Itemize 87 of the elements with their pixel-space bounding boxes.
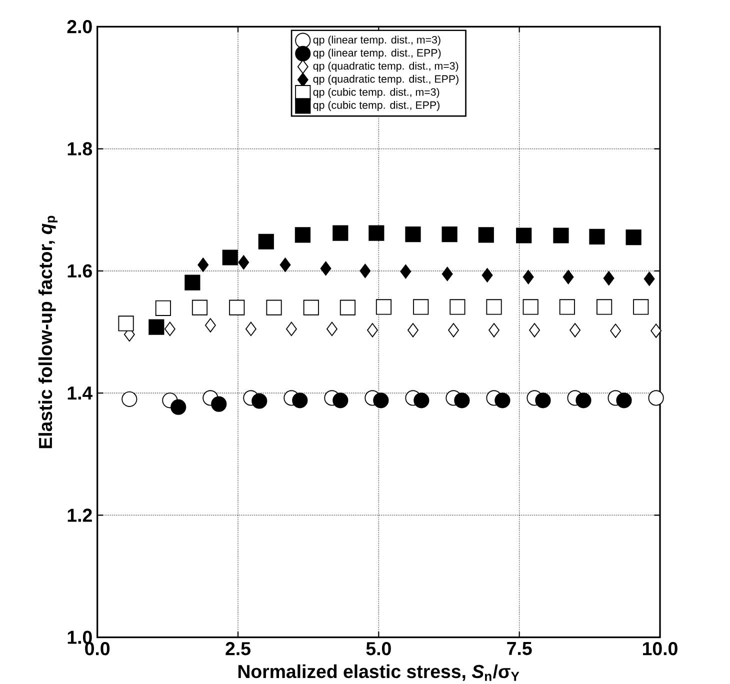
point [286, 322, 297, 336]
point [454, 392, 470, 408]
point [122, 391, 138, 407]
point [148, 319, 164, 335]
point [252, 393, 268, 409]
point [238, 255, 250, 270]
point [373, 392, 389, 408]
point [442, 266, 453, 282]
legend-label: qp (cubic temp. dist., m=3) [313, 88, 440, 98]
point [204, 318, 216, 332]
point [626, 230, 642, 246]
point [603, 271, 614, 286]
point [326, 322, 338, 336]
point [522, 270, 534, 284]
point [258, 234, 274, 250]
point [229, 300, 245, 316]
point [478, 227, 494, 243]
point [292, 392, 308, 408]
point [155, 300, 171, 316]
legend-label: qp (linear temp. dist., EPP) [313, 48, 441, 59]
point [170, 399, 186, 415]
point [376, 299, 392, 315]
point [648, 390, 664, 406]
point [413, 299, 429, 315]
y-tick-label: 1.8 [68, 142, 92, 156]
point [494, 392, 510, 408]
point [562, 270, 574, 284]
point [650, 324, 662, 338]
point [596, 299, 612, 315]
point [320, 261, 332, 276]
point [516, 228, 532, 244]
point [633, 299, 649, 315]
point [198, 258, 209, 272]
y-tick-label: 2.0 [67, 20, 92, 34]
point [488, 323, 500, 338]
point [303, 300, 319, 316]
x-tick-label: 2.5 [226, 642, 250, 656]
point [486, 299, 502, 315]
point [529, 323, 540, 338]
point [553, 228, 569, 244]
y-axis-title: Elastic follow-up factor, q$_{p}$ [38, 216, 58, 448]
y-tick-label: 1.0 [68, 630, 92, 644]
point [450, 299, 466, 315]
point [570, 323, 581, 338]
x-tick-label: 0.0 [85, 642, 110, 656]
point [414, 392, 430, 408]
legend-label: qp (linear temp. dist., m=3) [313, 36, 440, 46]
point [535, 392, 551, 408]
point [211, 396, 227, 412]
point [368, 225, 384, 241]
x-tick-label: 10.0 [643, 642, 678, 656]
point [482, 268, 493, 282]
point [340, 300, 356, 316]
point [332, 392, 348, 408]
point [164, 322, 176, 336]
point [266, 300, 282, 316]
point [442, 226, 458, 242]
point [184, 274, 200, 290]
point [448, 323, 459, 338]
point [559, 299, 575, 315]
point [294, 227, 311, 243]
point [405, 226, 421, 242]
point [616, 392, 632, 408]
y-tick-label: 1.2 [68, 508, 92, 522]
x-tick-label: 7.5 [507, 642, 532, 656]
x-axis-title: Normalized elastic stress, S$_{n}$/σ$_{Y}$ [238, 664, 520, 681]
point [332, 225, 348, 241]
point [522, 299, 538, 315]
point [367, 323, 378, 338]
y-tick-label: 1.6 [68, 264, 92, 278]
point [644, 272, 655, 286]
point [245, 322, 256, 336]
point [408, 323, 418, 338]
point [280, 258, 291, 272]
y-tick-label: 1.4 [68, 386, 93, 400]
point [589, 228, 605, 245]
legend-label: qp (cubic temp. dist., EPP) [313, 101, 440, 111]
point [192, 300, 208, 316]
legend-label: qp (quadratic temp. dist., EPP) [313, 74, 458, 85]
legend-label: qp (quadratic temp. dist., m=3) [313, 62, 458, 72]
point [118, 316, 134, 332]
point [610, 324, 622, 338]
x-tick-label: 5.0 [366, 642, 391, 656]
point [400, 264, 412, 279]
point [360, 264, 371, 278]
point [576, 392, 592, 408]
point [222, 250, 238, 266]
